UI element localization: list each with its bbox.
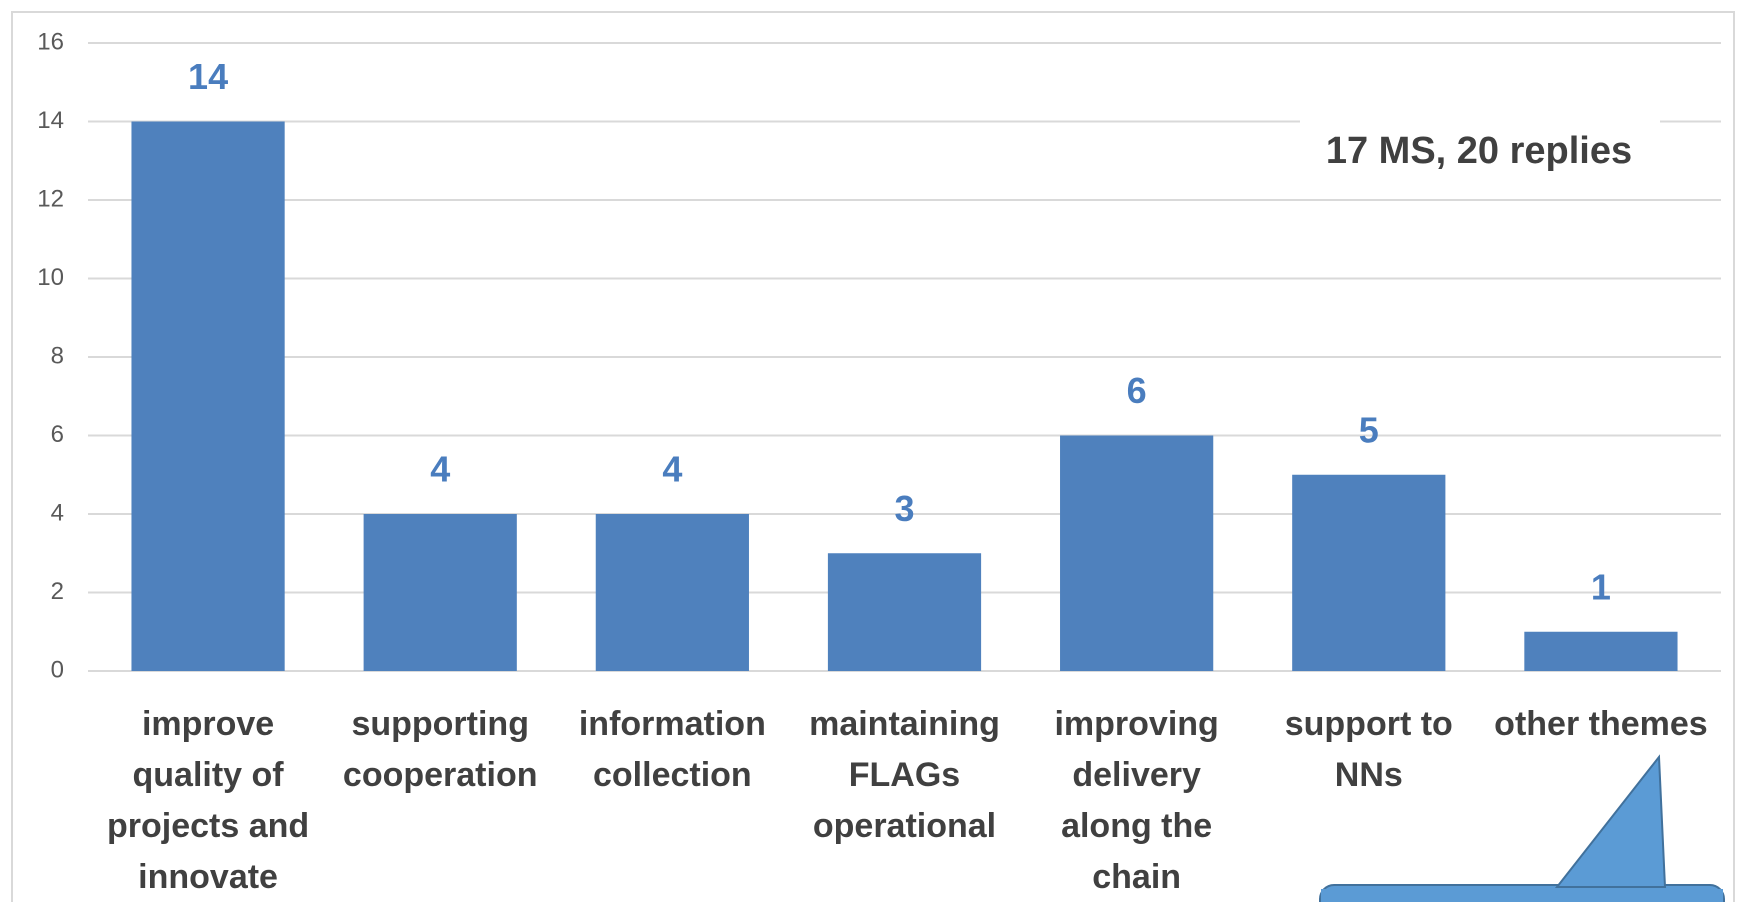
x-tick-label: improving delivery along the chain	[1054, 705, 1218, 896]
value-label: 6	[1127, 370, 1147, 411]
annotation: 17 MS, 20 replies	[1326, 130, 1632, 172]
value-label: 4	[430, 449, 450, 490]
bar	[1060, 435, 1214, 671]
y-tick-label: 14	[37, 107, 64, 134]
bar	[595, 514, 749, 671]
bar	[1292, 474, 1446, 671]
value-label: 5	[1359, 409, 1379, 450]
bar	[827, 553, 982, 671]
callout	[1319, 754, 1725, 902]
annotation-background	[1300, 118, 1660, 190]
value-label: 1	[1591, 566, 1611, 607]
x-tick-label: improve quality of projects and innovate	[107, 705, 309, 896]
value-label: 3	[894, 488, 914, 529]
x-tick-label: maintaining FLAGs operational	[809, 705, 1000, 845]
y-tick-label: 8	[51, 342, 64, 369]
callout-pointer	[1554, 754, 1667, 888]
x-tick-label: other themes	[1494, 705, 1708, 743]
bar	[131, 121, 285, 671]
bar	[363, 514, 517, 671]
value-label: 4	[662, 449, 682, 490]
x-tick-label: support to NNs	[1285, 705, 1453, 794]
x-tick-label: supporting cooperation	[343, 705, 538, 794]
bar	[1524, 631, 1678, 671]
y-tick-label: 10	[37, 264, 64, 291]
value-label: 14	[188, 56, 228, 97]
y-tick-label: 0	[51, 656, 64, 683]
callout-fill	[1321, 889, 1723, 902]
y-tick-label: 12	[37, 185, 64, 212]
x-tick-label: information collection	[579, 705, 766, 794]
y-tick-label: 4	[51, 499, 64, 526]
y-tick-label: 2	[51, 578, 64, 605]
y-tick-label: 16	[37, 28, 64, 55]
y-tick-label: 6	[51, 421, 64, 448]
